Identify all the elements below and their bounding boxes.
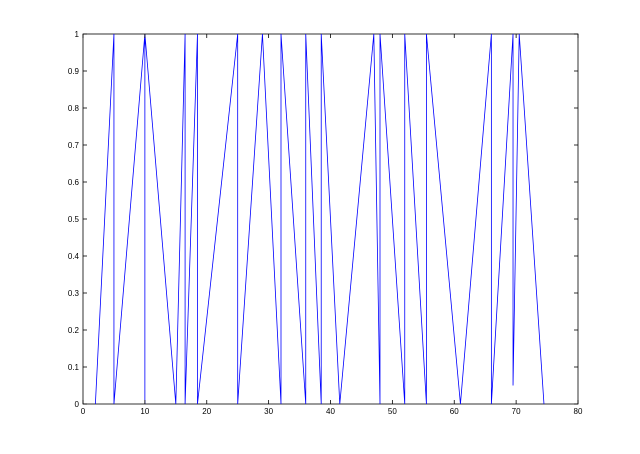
y-tick-label: 1 (75, 30, 80, 39)
y-tick-label: 0.3 (68, 289, 80, 298)
y-tick-label: 0 (75, 400, 80, 409)
y-tick-label: 0.1 (68, 363, 80, 372)
x-tick-label: 0 (81, 407, 86, 416)
x-tick-label: 60 (450, 407, 459, 416)
y-tick-label: 0.5 (68, 215, 80, 224)
y-tick-label: 0.4 (68, 252, 80, 261)
x-tick-label: 40 (326, 407, 335, 416)
y-tick-label: 0.8 (68, 104, 80, 113)
x-axis: 0 10 20 30 40 50 60 70 80 (81, 34, 583, 416)
y-tick-label: 0.9 (68, 67, 80, 76)
y-tick-label: 0.6 (68, 178, 80, 187)
y-tick-label: 0.2 (68, 326, 80, 335)
y-tick-label: 0.7 (68, 141, 80, 150)
x-tick-label: 30 (264, 407, 273, 416)
x-tick-label: 70 (512, 407, 521, 416)
x-tick-label: 20 (202, 407, 211, 416)
x-tick-label: 80 (574, 407, 583, 416)
x-tick-label: 50 (388, 407, 397, 416)
y-axis: 0 0.1 0.2 0.3 0.4 0.5 0.6 0.7 0.8 0.9 1 (68, 30, 578, 409)
x-tick-label: 10 (140, 407, 149, 416)
